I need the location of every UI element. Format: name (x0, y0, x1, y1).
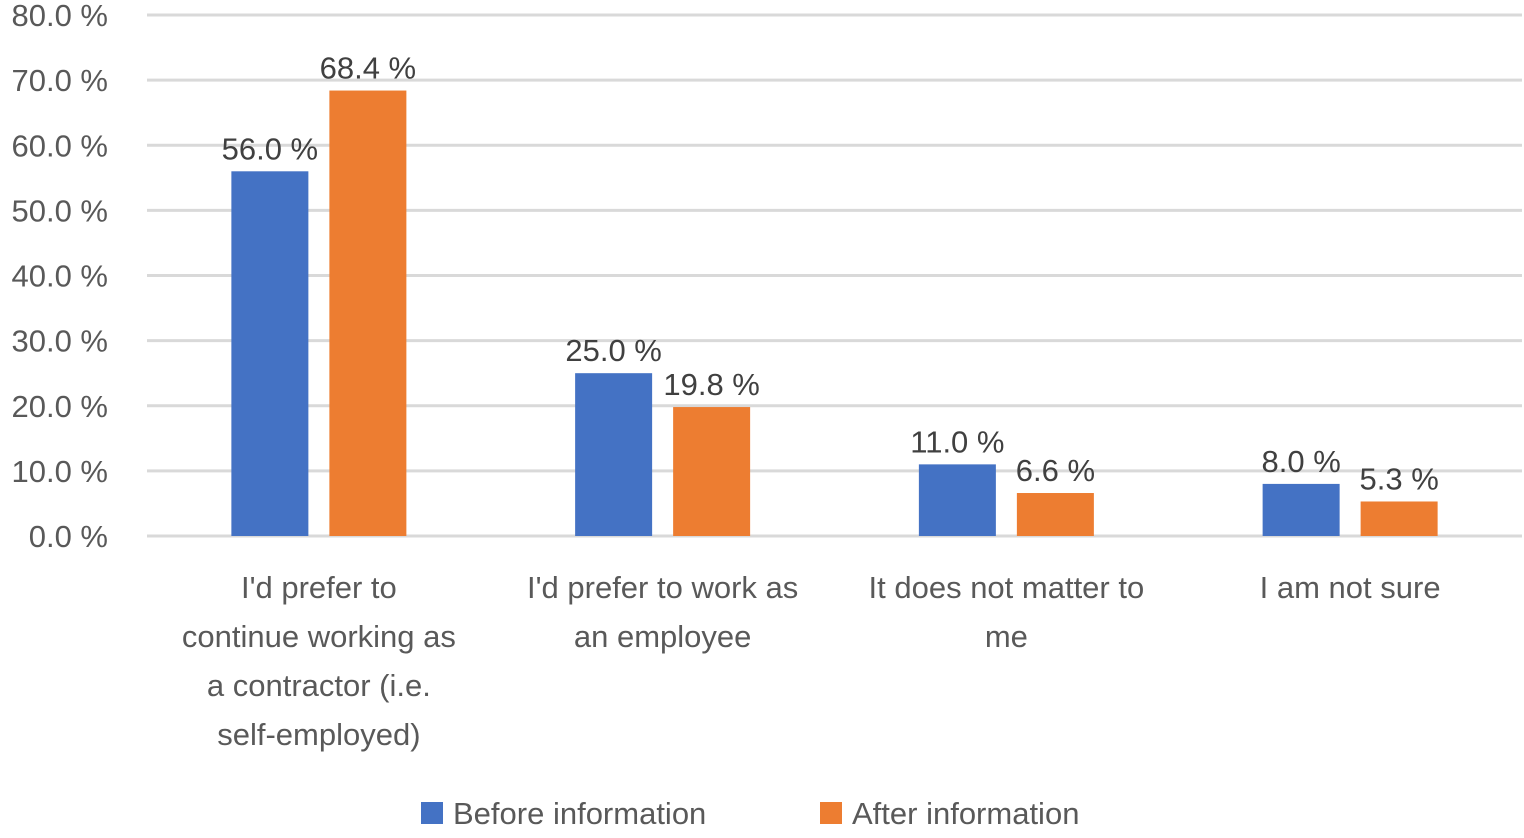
x-axis-category-labels: I'd prefer to continue working as a contra… (182, 570, 1441, 752)
bar-before-2 (918, 464, 996, 536)
y-tick-label: 60.0 % (11, 128, 108, 163)
data-labels: 56.0 % 68.4 % 25.0 %19.8 % 11.0 % 6.6 % 8.0 %… (222, 51, 1439, 497)
bars (231, 90, 1438, 537)
data-label: 25.0 % (565, 333, 662, 368)
legend: Before information After information (421, 796, 1079, 831)
data-label: 8.0 % (1261, 444, 1340, 479)
bar-before-3 (1262, 483, 1340, 536)
data-label: 68.4 % (320, 51, 417, 86)
data-label: 6.6 % (1016, 453, 1095, 488)
legend-label: After information (852, 796, 1079, 831)
x-category-label: I am not sure (1260, 570, 1441, 605)
data-label: 56.0 % (222, 131, 319, 166)
bar-after-3 (1360, 501, 1438, 536)
bar-after-1 (673, 407, 751, 536)
legend-label: Before information (453, 796, 706, 831)
y-tick-label: 10.0 % (11, 454, 108, 489)
legend-swatch (421, 802, 443, 824)
bar-before-1 (575, 373, 653, 536)
y-tick-label: 80.0 % (11, 0, 108, 33)
data-label: 19.8 % (663, 367, 760, 402)
data-label: 5.3 % (1359, 461, 1438, 496)
y-axis-tick-labels: 0.0 % 10.0 % 20.0 % 30.0 % 40.0 % 50.0 % 60.0 … (11, 0, 108, 554)
y-tick-label: 50.0 % (11, 193, 108, 228)
x-category-label: I'd prefer to work as an employee (527, 570, 798, 654)
y-tick-label: 20.0 % (11, 389, 108, 424)
x-category-label: It does not matter to me (869, 570, 1145, 654)
data-label: 11.0 % (910, 424, 1004, 459)
y-tick-label: 0.0 % (29, 519, 108, 554)
y-tick-label: 70.0 % (11, 63, 108, 98)
legend-swatch (820, 802, 842, 824)
bar-after-2 (1016, 493, 1094, 536)
bar-before-0 (231, 171, 309, 537)
y-tick-label: 30.0 % (11, 324, 108, 359)
bar-after-0 (329, 90, 407, 537)
y-tick-label: 40.0 % (11, 259, 108, 294)
x-category-label: I'd prefer to continue working as a contra… (182, 570, 456, 752)
